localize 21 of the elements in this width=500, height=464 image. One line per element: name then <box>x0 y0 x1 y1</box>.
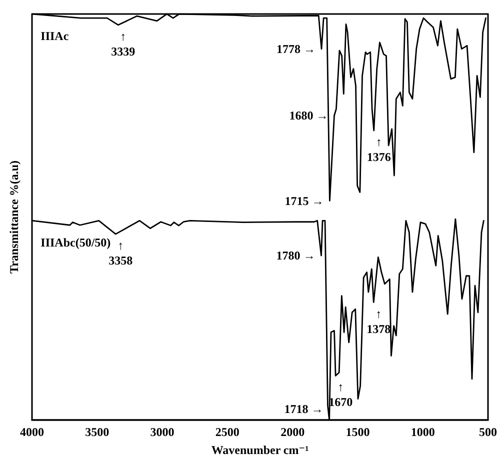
annotation: ↑ 1376 <box>366 135 391 164</box>
x-tick-label: 1000 <box>410 425 435 439</box>
annotation: ↑ 3339 <box>111 29 136 58</box>
x-tick-label: 1500 <box>346 425 370 439</box>
annotation: 1778 → <box>276 42 316 56</box>
annotation: 1680 → <box>289 108 328 122</box>
annotation: ↑ 3358 <box>108 238 133 268</box>
x-tick-label: 500 <box>479 425 497 439</box>
series-label: IIIAbc(50/50) <box>40 236 111 250</box>
series-label: IIIAc <box>40 29 70 43</box>
annotation: ↑ 1378 <box>366 306 391 336</box>
x-tick-label: 3000 <box>150 425 174 439</box>
x-tick-label: 3500 <box>85 425 110 439</box>
x-tick-label: 2500 <box>215 425 240 439</box>
x-axis-title: Wavenumber cm⁻¹ <box>211 443 310 457</box>
x-tick-label: 4000 <box>20 425 44 439</box>
x-tick-label: 2000 <box>280 425 305 439</box>
annotation: 1780 → <box>276 248 316 263</box>
y-axis-title: Transmittance %(a.u) <box>7 160 21 274</box>
annotation: 1718 → <box>284 402 324 416</box>
annotation: 1715 → <box>284 194 324 208</box>
